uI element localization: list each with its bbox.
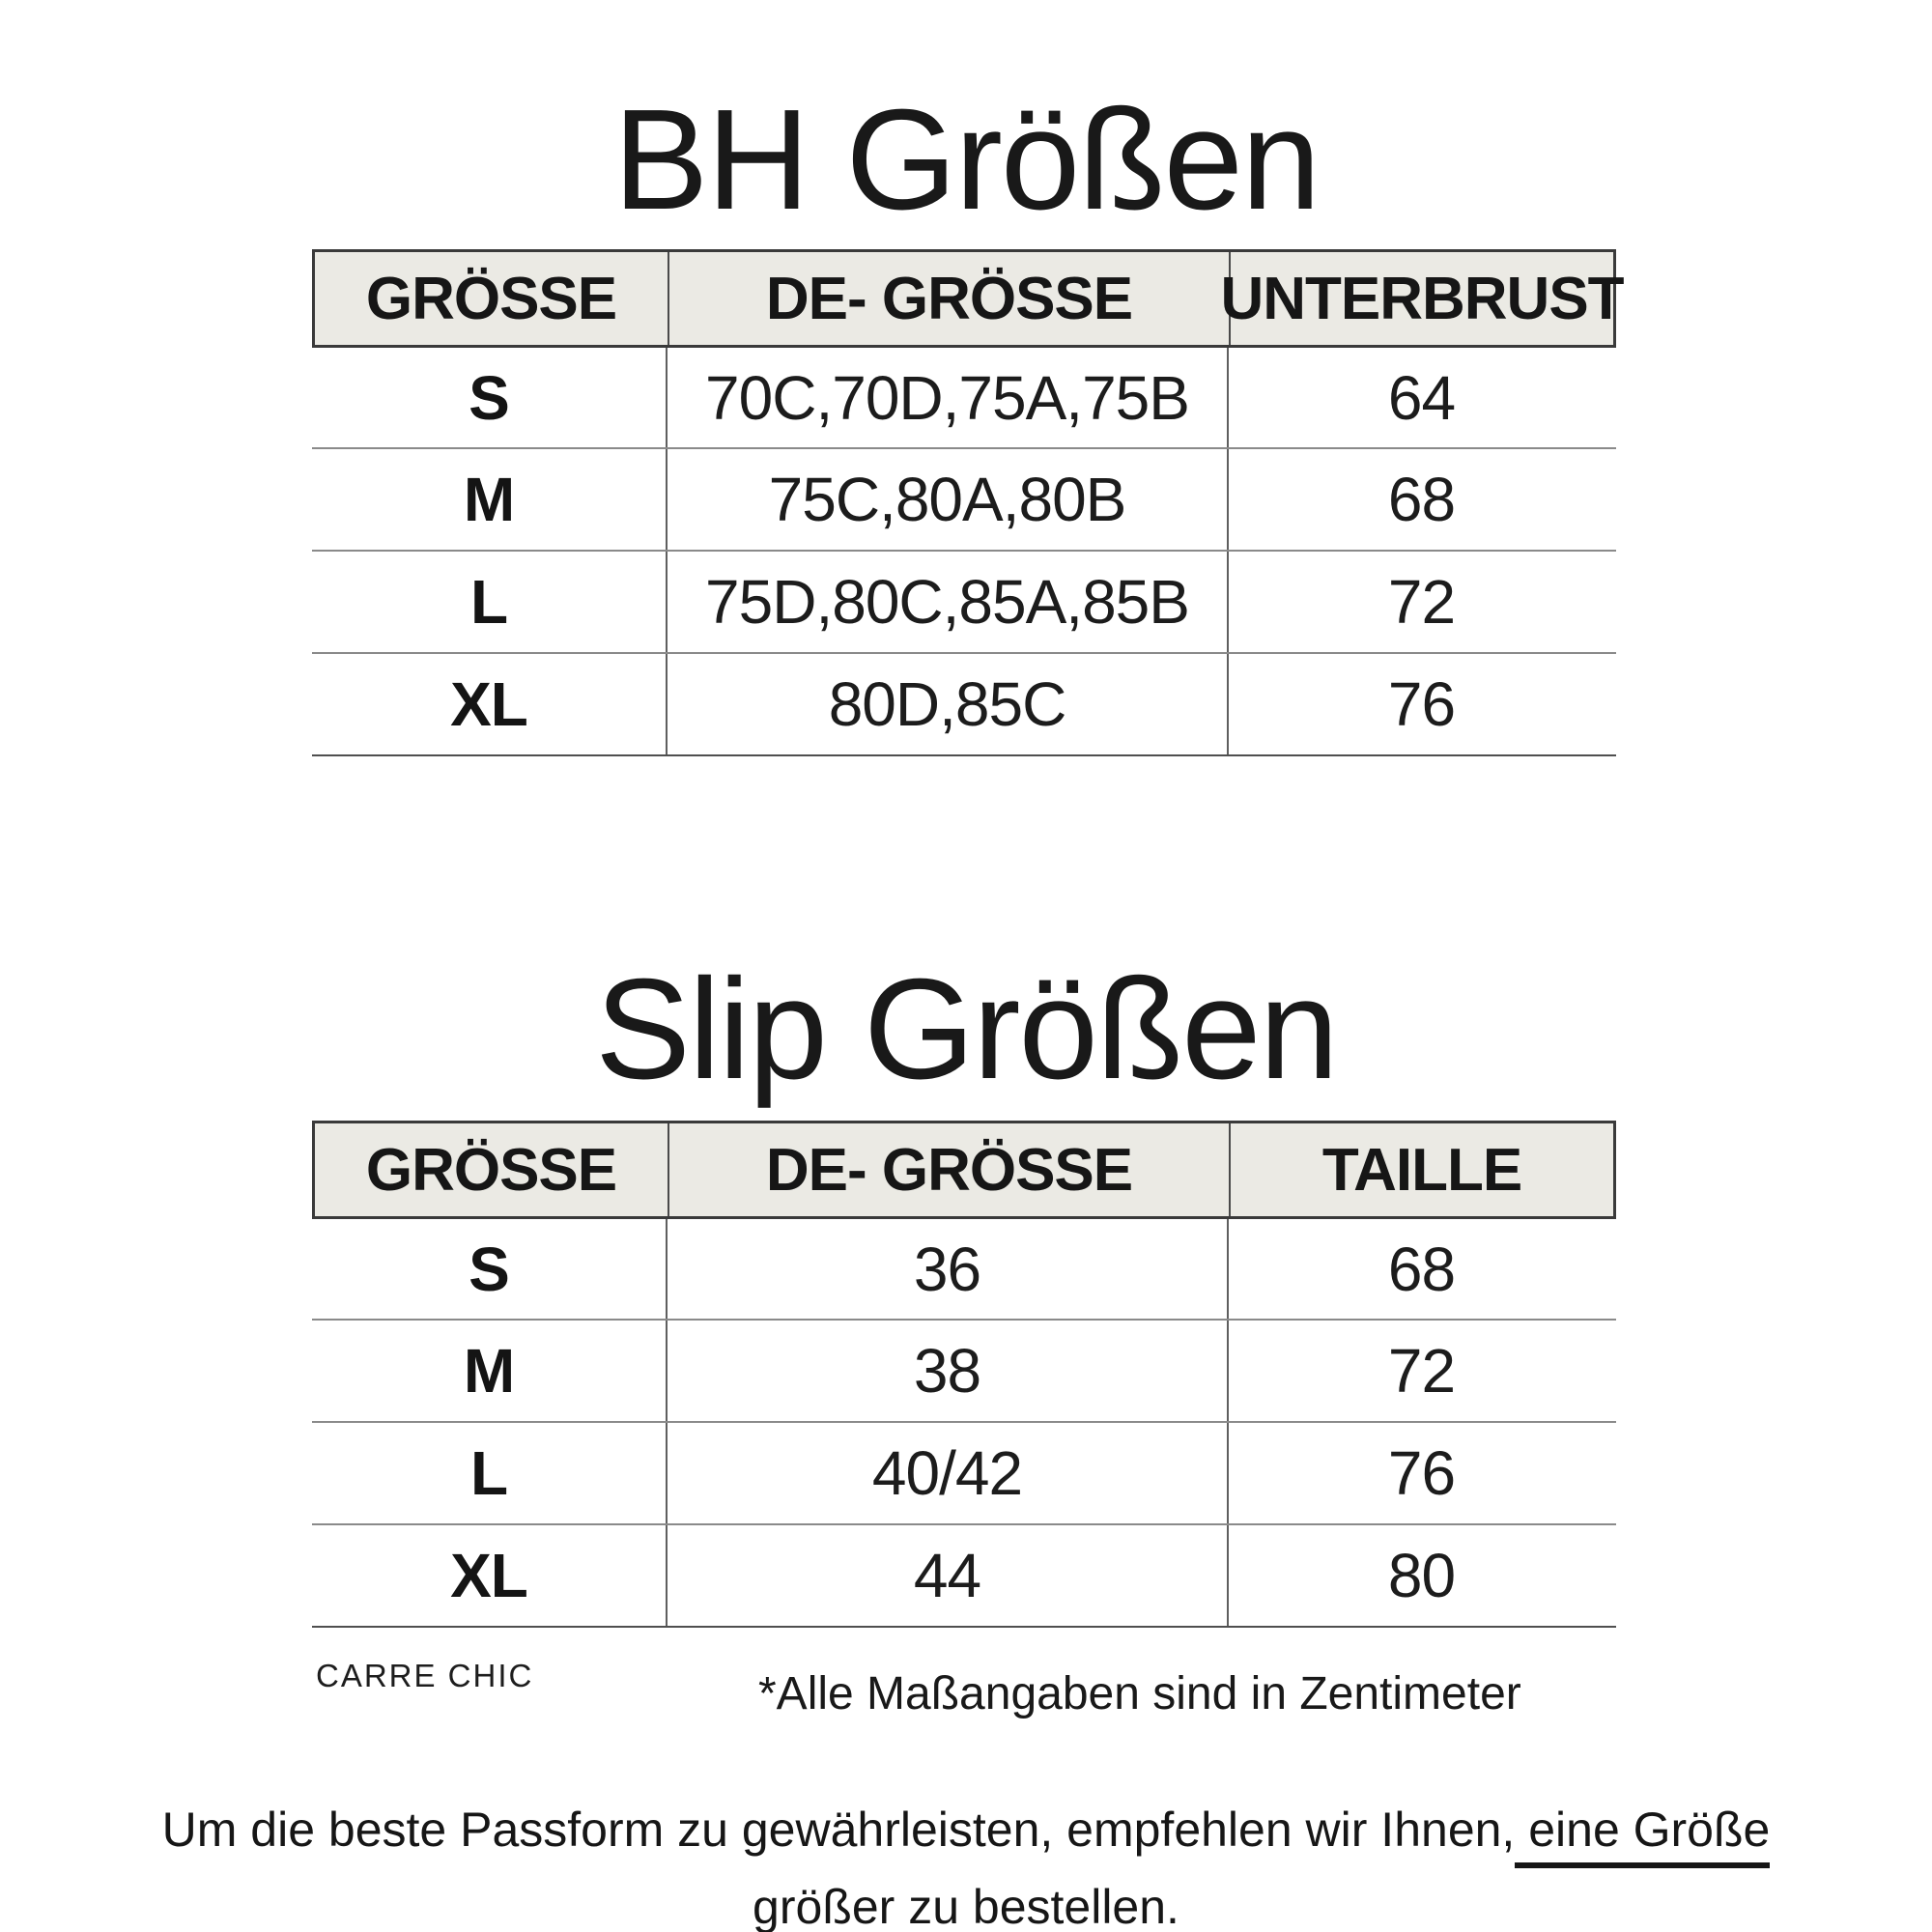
slip-de-size-l: 40/42 xyxy=(666,1423,1229,1523)
table-row: M 75C,80A,80B 68 xyxy=(312,449,1616,552)
slip-table-header-row: GRÖSSE DE- GRÖSSE TAILLE xyxy=(312,1121,1616,1219)
slip-waist-l: 76 xyxy=(1387,1438,1456,1508)
bh-sizes-title: BH Größen xyxy=(612,80,1321,240)
table-row: M 38 72 xyxy=(312,1321,1616,1423)
bh-de-size-s: 70C,70D,75A,75B xyxy=(666,348,1229,447)
bh-underbust-m: 68 xyxy=(1387,465,1456,534)
table-row: L 40/42 76 xyxy=(312,1423,1616,1525)
slip-size-s: S xyxy=(469,1234,510,1304)
table-row: L 75D,80C,85A,85B 72 xyxy=(312,552,1616,654)
bh-de-size-xl: 80D,85C xyxy=(666,654,1229,754)
slip-header-groesse: GRÖSSE xyxy=(365,1136,617,1204)
bh-table-header-row: GRÖSSE DE- GRÖSSE UNTERBRUST xyxy=(312,249,1625,348)
bh-size-l: L xyxy=(469,567,508,637)
slip-waist-xl: 80 xyxy=(1387,1541,1456,1610)
bh-underbust-l: 72 xyxy=(1387,567,1456,637)
advice-underlined-part1: eine Größe xyxy=(1515,1803,1771,1868)
table-row: S 70C,70D,75A,75B 64 xyxy=(312,348,1616,449)
bh-header-groesse: GRÖSSE xyxy=(365,265,617,332)
table-row: S 36 68 xyxy=(312,1219,1616,1321)
bh-header-de-groesse: DE- GRÖSSE xyxy=(668,252,1229,345)
bh-underbust-s: 64 xyxy=(1387,362,1456,433)
bh-underbust-xl: 76 xyxy=(1387,669,1456,739)
bh-de-size-m: 75C,80A,80B xyxy=(666,449,1229,550)
slip-de-size-s: 36 xyxy=(666,1219,1229,1319)
slip-table-body: S 36 68 M 38 72 L 40/42 76 XL 44 80 xyxy=(312,1219,1616,1628)
slip-de-size-m: 38 xyxy=(666,1321,1229,1421)
slip-size-m: M xyxy=(463,1336,515,1406)
bh-size-m: M xyxy=(463,465,515,534)
slip-size-xl: XL xyxy=(450,1541,528,1610)
bh-size-s: S xyxy=(469,362,510,433)
brand-label: CARRE CHIC xyxy=(316,1658,534,1693)
table-row: XL 80D,85C 76 xyxy=(312,654,1616,756)
bh-size-table: GRÖSSE DE- GRÖSSE UNTERBRUST S 70C,70D,7… xyxy=(312,249,1625,756)
table-row: XL 44 80 xyxy=(312,1525,1616,1628)
slip-waist-m: 72 xyxy=(1387,1336,1456,1406)
bh-table-body: S 70C,70D,75A,75B 64 M 75C,80A,80B 68 L … xyxy=(312,348,1616,756)
slip-de-size-xl: 44 xyxy=(666,1525,1229,1626)
slip-size-l: L xyxy=(469,1438,508,1508)
advice-underlined-part2: größer zu bestellen. xyxy=(753,1868,1179,1932)
slip-header-de-groesse: DE- GRÖSSE xyxy=(668,1123,1229,1216)
slip-header-taille: TAILLE xyxy=(1229,1123,1613,1216)
slip-waist-s: 68 xyxy=(1387,1234,1456,1304)
bh-de-size-l: 75D,80C,85A,85B xyxy=(666,552,1229,652)
sizing-advice-text: Um die beste Passform zu gewährleisten, … xyxy=(0,1791,1932,1932)
bh-size-xl: XL xyxy=(450,669,528,739)
bh-header-unterbrust: UNTERBRUST xyxy=(1220,252,1625,345)
measurements-footnote: *Alle Maßangaben sind in Zentimeter xyxy=(758,1668,1521,1719)
advice-prefix: Um die beste Passform zu gewährleisten, … xyxy=(161,1803,1516,1857)
slip-size-table: GRÖSSE DE- GRÖSSE TAILLE S 36 68 M 38 72… xyxy=(312,1121,1616,1628)
slip-sizes-title: Slip Größen xyxy=(595,950,1339,1109)
